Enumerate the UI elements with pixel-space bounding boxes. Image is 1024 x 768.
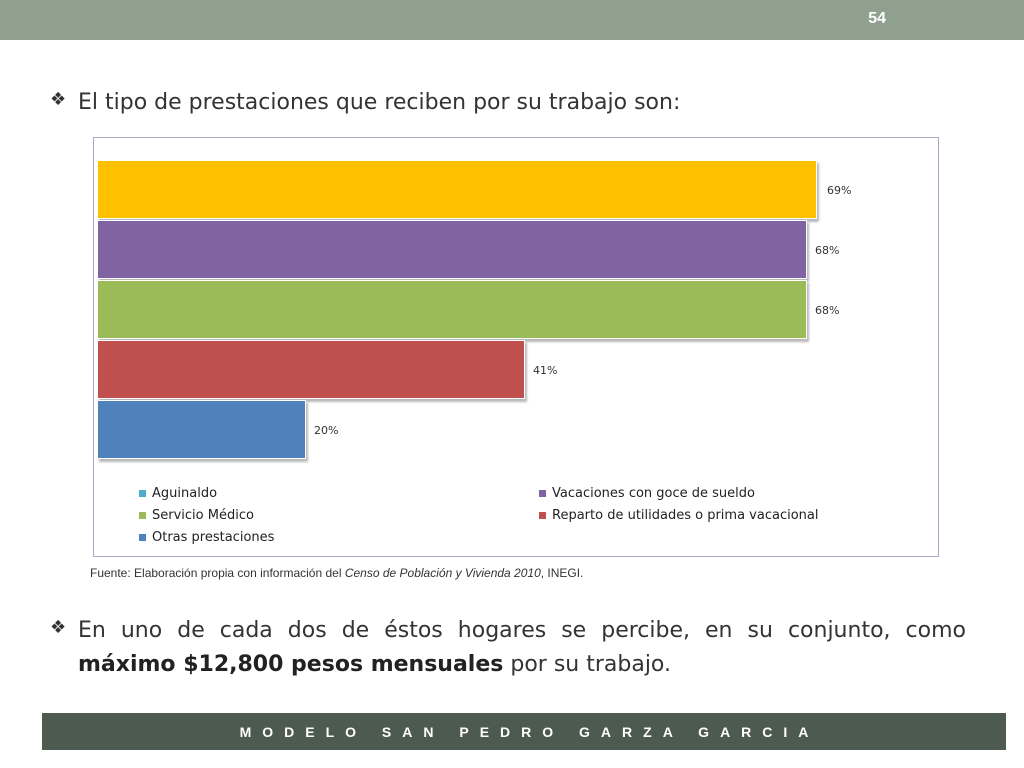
bar-label-4: 20% xyxy=(314,424,339,437)
bar-label-0: 69% xyxy=(827,184,852,197)
bar-label-2: 68% xyxy=(815,304,840,317)
bar-label-1: 68% xyxy=(815,244,840,257)
legend-swatch-1 xyxy=(539,490,546,497)
legend-item-4: Otras prestaciones xyxy=(139,530,274,545)
legend-label-3: Reparto de utilidades o prima vacacional xyxy=(552,508,819,523)
source-suffix: , INEGI. xyxy=(540,566,584,580)
bullet-intro-text: El tipo de prestaciones que reciben por … xyxy=(78,90,681,115)
chart-plot-area: 69% 68% 68% 41% 20% xyxy=(97,160,937,470)
bullet-income-bold: máximo $12,800 pesos mensuales xyxy=(78,652,504,678)
bullet-income-text: En uno de cada dos de éstos hogares se p… xyxy=(78,614,966,682)
source-note: Fuente: Elaboración propia con informaci… xyxy=(90,566,583,580)
legend-swatch-0 xyxy=(139,490,146,497)
bullet-income-post: por su trabajo. xyxy=(503,652,671,678)
legend-item-0: Aguinaldo xyxy=(139,486,217,501)
bar-4 xyxy=(97,400,306,459)
footer-bar: MODELO SAN PEDRO GARZA GARCIA xyxy=(42,713,1006,750)
bar-1 xyxy=(97,220,807,279)
legend-item-1: Vacaciones con goce de sueldo xyxy=(539,486,755,501)
legend-label-0: Aguinaldo xyxy=(152,486,218,501)
legend-label-2: Servicio Médico xyxy=(152,508,254,523)
bar-label-3: 41% xyxy=(533,364,558,377)
bar-2 xyxy=(97,280,807,339)
legend-label-4: Otras prestaciones xyxy=(152,530,275,545)
legend-item-3: Reparto de utilidades o prima vacacional xyxy=(539,508,818,523)
footer-title: MODELO SAN PEDRO GARZA GARCIA xyxy=(239,723,820,740)
legend-swatch-2 xyxy=(139,512,146,519)
legend-swatch-4 xyxy=(139,534,146,541)
benefits-chart: 69% 68% 68% 41% 20% Aguinaldo Vacaciones con … xyxy=(93,137,939,557)
bullet-income: ❖ En uno de cada dos de éstos hogares se… xyxy=(50,614,980,682)
bar-3 xyxy=(97,340,525,399)
diamond-bullet-icon: ❖ xyxy=(50,89,67,110)
legend-item-2: Servicio Médico xyxy=(139,508,254,523)
legend-label-1: Vacaciones con goce de sueldo xyxy=(552,486,755,501)
bullet-intro: ❖ El tipo de prestaciones que reciben po… xyxy=(50,86,950,120)
source-prefix: Fuente: Elaboración propia con informaci… xyxy=(90,566,345,580)
bar-0 xyxy=(97,160,817,219)
diamond-bullet-icon: ❖ xyxy=(50,617,67,638)
source-title: Censo de Población y Vivienda 2010 xyxy=(344,566,541,580)
top-bar: 54 xyxy=(0,0,1024,40)
legend-swatch-3 xyxy=(539,512,546,519)
page-number: 54 xyxy=(868,10,886,27)
bullet-income-pre: En uno de cada dos de éstos hogares se p… xyxy=(78,618,966,643)
